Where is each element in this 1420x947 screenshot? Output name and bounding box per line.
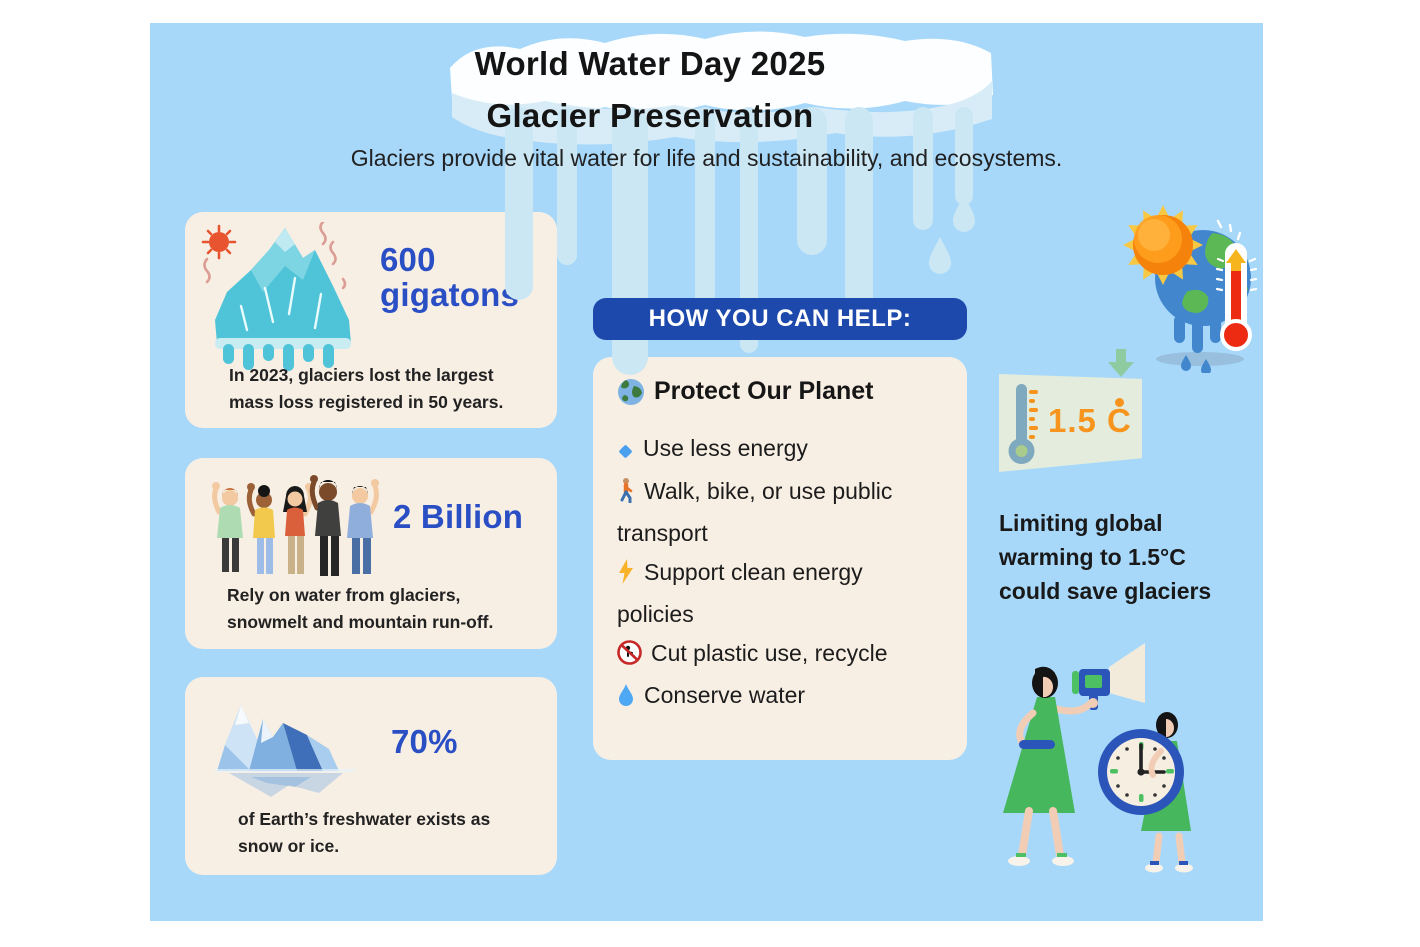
- climate-note: Limiting global warming to 1.5°C could s…: [999, 510, 1212, 604]
- help-item: Use less energy: [617, 429, 913, 472]
- stat-card-600-gigatons: 600 gigatons In 2023, glaciers lost the …: [185, 212, 557, 428]
- temperature-sign: 1.5 C: [999, 374, 1142, 472]
- help-item-label: Conserve water: [644, 682, 806, 708]
- help-card: Protect Our Planet Use less energy Walk,…: [593, 357, 967, 760]
- help-item-label: Cut plastic use, recycle: [651, 639, 888, 666]
- help-item: Cut plastic use, recycle: [617, 634, 913, 677]
- melting-earth-illustration: [1123, 205, 1258, 373]
- stat-value: 70%: [391, 723, 458, 760]
- people-waving-illustration: [212, 475, 379, 576]
- melting-iceberg-illustration: [201, 222, 351, 371]
- advocacy-illustration: [1003, 643, 1193, 873]
- infographic-canvas: World Water Day 2025 Glacier Preservatio…: [150, 23, 1263, 921]
- page-tagline: Glaciers provide vital water for life an…: [350, 145, 1063, 171]
- stat-caption: In 2023, glaciers lost the largest mass …: [229, 365, 504, 413]
- stat-caption: Rely on water from glaciers, snowmelt an…: [227, 585, 494, 633]
- iceberg-illustration: [215, 705, 355, 797]
- help-list: Use less energy Walk, bike, or use publi…: [617, 429, 913, 719]
- temperature-value: 1.5 C: [1048, 402, 1132, 439]
- blue-diamond-icon: [617, 433, 634, 472]
- lightning-icon: [617, 557, 635, 596]
- earth-icon: [618, 378, 644, 405]
- no-littering-icon: [617, 638, 642, 677]
- page-title-line1: World Water Day 2025: [474, 45, 826, 82]
- thermometer-icon: [1008, 384, 1038, 464]
- help-item: Support clean energy policies: [617, 553, 913, 634]
- stat-card-2-billion: 2 Billion Rely on water from glaciers, s…: [185, 458, 557, 649]
- help-item-label: Walk, bike, or use public transport: [617, 477, 893, 547]
- walking-person-icon: [617, 476, 635, 515]
- help-heading: Protect Our Planet: [617, 377, 874, 406]
- water-drop-icon: [617, 680, 635, 719]
- degree-dot: [1115, 398, 1124, 407]
- help-banner: HOW YOU CAN HELP:: [593, 298, 967, 340]
- stat-value: 600 gigatons: [380, 241, 520, 313]
- help-heading-label: Protect Our Planet: [654, 377, 874, 405]
- thermometer-icon: [1215, 243, 1258, 351]
- stat-card-70-percent: 70% of Earth’s freshwater exists as snow…: [185, 677, 557, 875]
- help-item-label: Support clean energy policies: [617, 558, 863, 628]
- stat-value: 2 Billion: [393, 498, 524, 535]
- down-arrow-icon: [1108, 349, 1134, 377]
- stat-caption: of Earth’s freshwater exists as snow or …: [238, 809, 491, 857]
- help-item: Walk, bike, or use public transport: [617, 472, 913, 553]
- help-item: Conserve water: [617, 676, 913, 719]
- help-item-label: Use less energy: [643, 435, 808, 461]
- page-title-line2: Glacier Preservation: [486, 97, 814, 134]
